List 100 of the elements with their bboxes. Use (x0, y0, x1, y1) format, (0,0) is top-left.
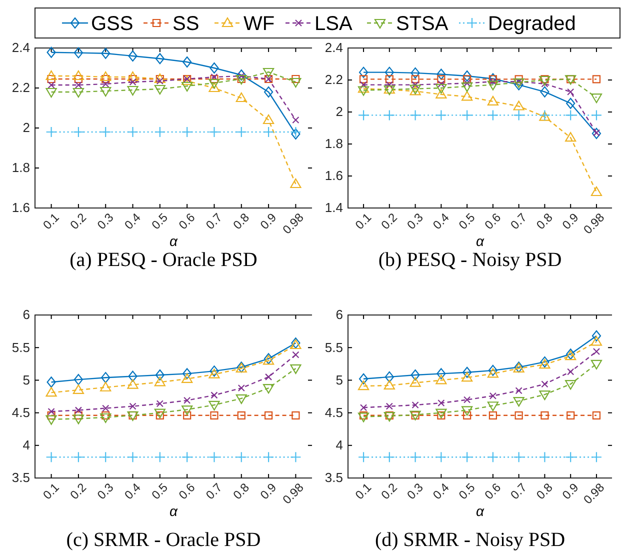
point (565, 110, 576, 121)
point (358, 66, 368, 78)
point (46, 46, 56, 58)
point (513, 78, 524, 88)
point (436, 84, 447, 94)
point (156, 400, 164, 408)
x-tick-label: 0.8 (534, 480, 556, 502)
point (436, 68, 446, 80)
point (236, 126, 247, 138)
point (100, 413, 112, 423)
point (590, 186, 602, 196)
point (155, 53, 164, 64)
point (437, 75, 446, 84)
legend-label: GSS (91, 13, 134, 35)
point (590, 360, 602, 370)
point (182, 373, 193, 383)
point (101, 372, 110, 384)
point (46, 88, 57, 98)
legend-label: Degraded (488, 13, 576, 35)
y-tick-label: 3.5 (324, 470, 343, 486)
point (208, 78, 220, 89)
y-tick-label: 1.8 (324, 136, 343, 152)
point (46, 415, 57, 425)
point (436, 368, 446, 380)
point (210, 411, 218, 420)
point (184, 396, 191, 404)
point (462, 366, 472, 378)
text: (b) PESQ - Noisy PSD (378, 249, 562, 271)
point (592, 75, 601, 84)
point (462, 372, 473, 382)
legend-label: WF (244, 13, 275, 35)
point (292, 351, 300, 358)
point (462, 82, 473, 92)
x-tick-label: 0.5 (456, 210, 478, 232)
x-tick-label: 0.98 (580, 480, 608, 507)
point (265, 373, 272, 380)
point (292, 116, 300, 124)
point (236, 452, 247, 463)
x-tick-label: 0.6 (482, 210, 504, 232)
point (208, 452, 220, 463)
point (513, 397, 524, 407)
x-tick-label: 0.98 (580, 210, 608, 237)
point (236, 69, 246, 81)
point (127, 71, 138, 82)
point (410, 452, 421, 463)
x-tick-label: 0.7 (203, 210, 226, 232)
point (436, 452, 447, 463)
point (567, 368, 574, 376)
legend-label: SS (172, 13, 200, 35)
point (565, 350, 576, 360)
point (127, 86, 138, 96)
point (464, 80, 471, 87)
point (236, 394, 247, 404)
y-tick-label: 2.2 (12, 80, 30, 96)
point (384, 66, 394, 78)
point (410, 67, 420, 79)
point (290, 364, 302, 374)
point (514, 411, 523, 420)
x-tick-label: 0.6 (176, 480, 198, 502)
point (386, 81, 393, 88)
point (541, 380, 548, 388)
x-axis-title: α (170, 503, 179, 519)
point (515, 387, 522, 394)
legend-label: LSA (314, 13, 353, 35)
text: (d) SRMR - Noisy PSD (374, 529, 566, 551)
y-tick-label: 2.4 (12, 40, 30, 56)
point (290, 78, 302, 88)
point (72, 414, 84, 424)
x-tick-label: 0.8 (230, 480, 252, 502)
point (290, 178, 302, 188)
point (438, 399, 445, 407)
x-axis-title: α (476, 503, 486, 519)
point (540, 411, 549, 420)
point (182, 452, 193, 463)
point (565, 452, 576, 463)
x-tick-label: 0.9 (559, 210, 582, 232)
x-tick-label: 0.3 (94, 480, 116, 502)
point (101, 48, 110, 59)
x-tick-label: 0.2 (67, 480, 90, 502)
point (359, 411, 368, 420)
x-tick-label: 0.5 (148, 210, 171, 232)
point (590, 452, 602, 463)
point (210, 73, 218, 81)
point (462, 406, 473, 416)
point (74, 374, 83, 386)
point (74, 47, 83, 58)
point (384, 110, 395, 121)
point (567, 88, 574, 96)
point (100, 382, 112, 392)
y-tick-label: 1.8 (12, 160, 30, 176)
y-tick-label: 2.4 (324, 40, 343, 56)
x-tick-label: 0.2 (378, 480, 400, 502)
x-tick-label: 0.1 (352, 210, 374, 232)
point (513, 452, 524, 463)
point (386, 402, 393, 410)
y-tick-label: 4 (22, 438, 30, 453)
x-tick-label: 0.7 (508, 210, 530, 232)
text: (a) PESQ - Oracle PSD (70, 249, 258, 271)
point (385, 75, 394, 84)
x-axis-title: α (476, 233, 486, 249)
